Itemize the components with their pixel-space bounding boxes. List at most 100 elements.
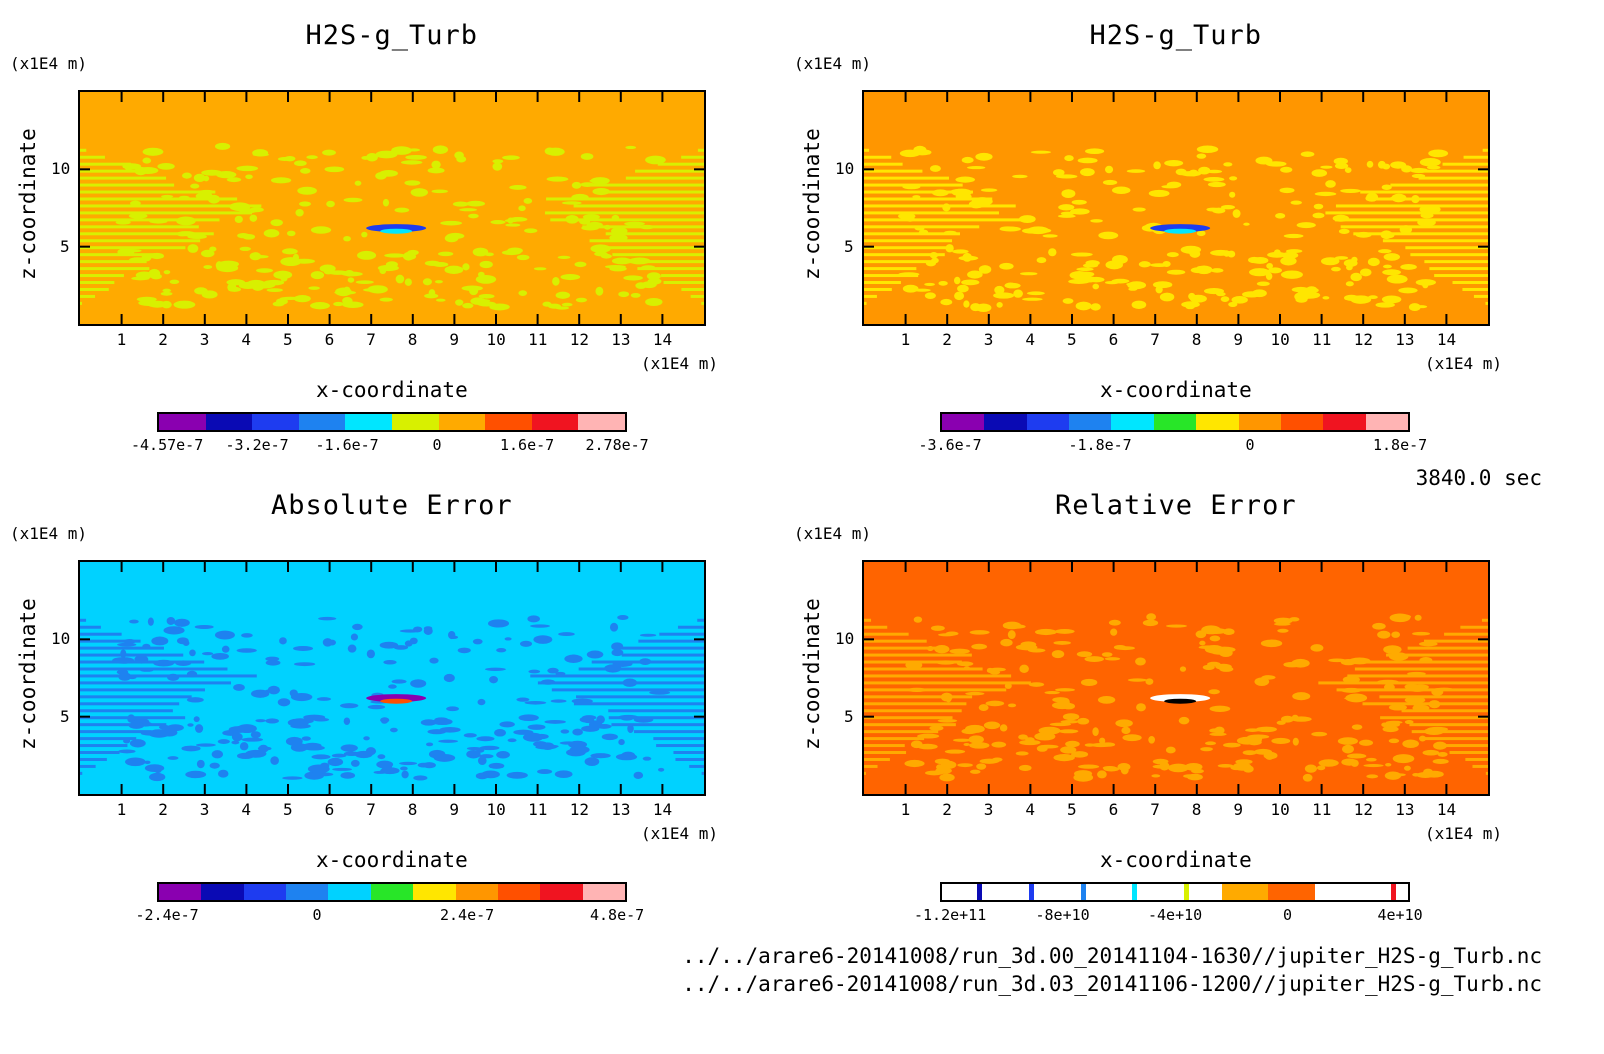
- field-blob: [405, 154, 427, 160]
- field-blob: [282, 248, 298, 255]
- field-blob: [658, 767, 665, 772]
- field-blob: [1142, 619, 1159, 627]
- field-blob: [1381, 295, 1402, 304]
- field-stripe: [681, 287, 704, 291]
- x-axis-label: x-coordinate: [316, 848, 468, 872]
- field-stripe: [1420, 169, 1488, 173]
- x-tick-label: 2: [942, 800, 952, 819]
- field-blob: [1281, 715, 1294, 723]
- x-tick-label: 9: [449, 330, 460, 349]
- time-readout: 3840.0 sec: [1415, 466, 1542, 490]
- field-blob: [1138, 261, 1151, 268]
- field-stripe: [864, 260, 934, 264]
- colorbar-label: 4.8e-7: [590, 906, 645, 924]
- field-blob: [1332, 214, 1350, 222]
- field-blob: [1145, 678, 1154, 685]
- field-blob: [1219, 666, 1234, 672]
- field-blob: [502, 155, 520, 160]
- field-blob: [945, 694, 952, 703]
- field-blob: [518, 290, 528, 296]
- field-blob: [967, 270, 983, 279]
- field-blob: [1232, 762, 1252, 771]
- field-blob: [347, 277, 355, 283]
- field-blob: [937, 719, 958, 723]
- field-blob: [196, 759, 205, 769]
- colorbar-swatch: [984, 414, 1027, 430]
- field-blob: [285, 736, 303, 746]
- field-blob: [902, 284, 919, 293]
- field-blob: [1036, 745, 1048, 752]
- field-blob: [560, 729, 570, 734]
- field-stripe: [677, 625, 704, 629]
- field-blob: [377, 754, 386, 760]
- field-blob: [1384, 721, 1400, 728]
- field-blob: [391, 679, 407, 684]
- field-blob: [609, 266, 627, 272]
- field-blob: [1260, 639, 1283, 648]
- field-stripe: [864, 618, 872, 622]
- field-blob: [976, 763, 987, 770]
- field-blob: [1063, 698, 1070, 706]
- field-blob: [399, 629, 421, 633]
- field-blob: [555, 671, 566, 676]
- field-blob: [1184, 248, 1199, 254]
- x-tick-label: 6: [1108, 330, 1119, 349]
- x-tick-label: 8: [407, 800, 418, 819]
- field-blob: [1375, 302, 1395, 308]
- field-blob: [382, 198, 390, 207]
- colorbar-swatch: [438, 414, 486, 430]
- field-blob: [1274, 622, 1291, 626]
- y-axis-unit: (x1E4 m): [794, 524, 872, 543]
- field-blob: [379, 170, 398, 177]
- colorbar-label: -4e+10: [1148, 906, 1203, 924]
- field-blob: [940, 298, 953, 306]
- field-blob: [1418, 735, 1427, 742]
- field-stripe: [1472, 764, 1488, 768]
- field-blob: [366, 153, 378, 162]
- x-tick-label: 11: [1312, 800, 1332, 819]
- field-stripe: [80, 757, 107, 761]
- field-blob: [615, 753, 638, 761]
- field-blob: [1424, 770, 1444, 778]
- field-stripe: [80, 239, 201, 243]
- field-blob: [410, 188, 428, 197]
- x-tick-label: 14: [652, 800, 673, 819]
- field-blob: [1404, 720, 1414, 725]
- field-blob: [527, 724, 546, 730]
- x-tick-label: 4: [241, 330, 252, 349]
- field-stripe: [864, 702, 967, 706]
- field-blob: [282, 776, 303, 780]
- field-blob: [1075, 301, 1092, 311]
- field-blob: [295, 209, 304, 217]
- field-blob: [1383, 645, 1402, 654]
- field-stripe: [80, 287, 109, 291]
- field-blob: [1015, 751, 1029, 756]
- field-blob: [236, 165, 259, 172]
- field-blob: [455, 299, 464, 306]
- field-blob: [125, 757, 146, 767]
- field-blob: [1196, 230, 1206, 237]
- field-blob: [646, 272, 661, 281]
- central-feature: [1150, 224, 1211, 233]
- field-stripe: [638, 639, 704, 643]
- field-blob: [523, 197, 533, 204]
- field-stripe: [663, 281, 704, 285]
- field-blob: [211, 652, 229, 660]
- field-blob: [1210, 268, 1224, 273]
- x-tick-label: 7: [1150, 330, 1160, 349]
- field-blob: [466, 746, 482, 751]
- field-stripe: [864, 695, 973, 699]
- field-stripe: [611, 723, 704, 727]
- colorbar-label: 2.4e-7: [440, 906, 495, 924]
- field-blob: [1389, 773, 1406, 777]
- field-blob: [971, 643, 988, 650]
- field-blob: [929, 165, 941, 172]
- field-blob: [297, 186, 317, 195]
- field-blob: [227, 283, 237, 292]
- field-stripe: [80, 211, 253, 215]
- field-blob: [1018, 734, 1028, 740]
- field-blob: [175, 660, 192, 666]
- field-blob: [399, 761, 418, 766]
- colorbar-swatch: [531, 414, 579, 430]
- field-blob: [1159, 292, 1175, 302]
